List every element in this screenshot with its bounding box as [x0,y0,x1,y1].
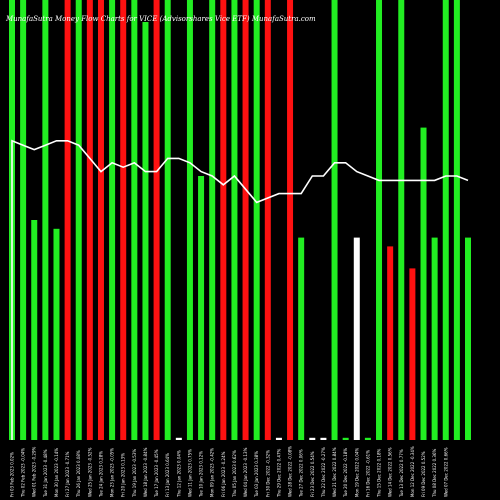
x-tick-label-25: Wed 28 Dec 2022 -0.08% [288,446,293,497]
x-tick-label-39: Wed 07 Dec 2022 0.66% [443,447,448,497]
x-tick-label-28: Thu 22 Dec 2022 -0.27% [321,447,326,498]
x-tick-label-24: Thu 29 Dec 2022 0.47% [276,448,281,498]
chart-title: MunafaSutra Money Flow Charts for VICE (… [5,15,316,23]
x-tick-label-33: Thu 15 Dec 2022 0.18% [377,448,382,498]
bar-31 [353,237,360,440]
bar-39 [442,0,449,440]
bar-10 [120,0,127,440]
x-tick-label-38: Thu 08 Dec 2022 0.36% [432,448,437,498]
bar-6 [75,0,82,440]
bar-34 [387,246,394,440]
bar-28 [320,437,327,440]
x-tick-label-15: Thu 12 Jan 2023 0.04% [176,450,181,498]
bar-25 [287,0,294,440]
x-tick-label-27: Fri 23 Dec 2022 0.54% [310,451,315,497]
bar-11 [131,0,138,440]
bar-40 [453,0,460,440]
x-tick-label-23: Fri 30 Dec 2022 -0.32% [265,450,270,497]
bar-20 [231,0,238,440]
x-tick-label-9: Mon 23 Jan 2023 -0.05% [110,448,115,497]
bar-9 [109,0,116,440]
x-tick-label-5: Fri 27 Jan 2023 -0.71% [65,451,70,497]
bar-8 [97,0,104,440]
bar-3 [42,0,49,440]
bar-17 [198,176,205,440]
bar-7 [86,0,93,440]
bar-33 [376,0,383,440]
bar-14 [164,0,171,440]
bar-21 [242,0,249,440]
x-tick-label-6: Thu 26 Jan 2023 0.08% [76,450,81,498]
bar-37 [420,127,427,440]
x-tick-label-26: Tue 27 Dec 2022 0.06% [299,449,304,498]
bar-23 [264,0,271,440]
x-tick-label-31: Mon 19 Dec 2022 0.04% [354,448,359,497]
x-axis-tick-labels: Fri 03 Feb 2023 0.02% Thu 02 Feb 2023 -0.… [10,446,449,498]
x-tick-label-35: Tue 13 Dec 2022 0.77% [399,449,404,498]
x-tick-label-19: Fri 06 Jan 2023 -0.24% [221,451,226,497]
bar-30 [342,437,349,440]
bar-22 [253,0,260,440]
x-tick-label-0: Fri 03 Feb 2023 0.02% [10,452,15,497]
bar-19 [220,0,227,440]
x-tick-label-34: Wed 14 Dec 2022 0.56% [388,447,393,497]
bar-12 [142,22,149,440]
price-line [11,139,469,440]
x-tick-label-10: Fri 20 Jan 2023 0.13% [121,453,126,497]
bar-2 [31,220,38,440]
x-tick-label-29: Wed 21 Dec 2022 0.84% [332,447,337,497]
x-tick-label-7: Wed 25 Jan 2023 -0.52% [87,447,92,497]
x-tick-label-32: Fri 16 Dec 2022 -0.61% [365,450,370,497]
bar-32 [364,437,371,440]
x-tick-label-18: Mon 09 Jan 2023 -0.42% [210,448,215,497]
bar-27 [309,437,316,440]
x-tick-label-12: Wed 18 Jan 2023 -0.84% [143,447,148,497]
x-tick-label-36: Mon 12 Dec 2022 -0.34% [410,446,415,497]
x-tick-label-2: Wed 01 Feb 2023 -0.29% [32,446,37,497]
bar-18 [209,0,216,440]
x-tick-label-20: Thu 05 Jan 2023 0.62% [232,450,237,498]
bar-41 [465,237,471,440]
x-tick-label-22: Tue 03 Jan 2023 0.38% [254,451,259,498]
x-tick-label-21: Wed 04 Jan 2023 -0.13% [243,447,248,497]
x-tick-label-4: Mon 30 Jan 2023 -0.14% [54,448,59,497]
x-tick-label-8: Tue 24 Jan 2023 0.28% [98,451,103,498]
bar-13 [153,0,160,440]
bar-series [9,0,471,440]
bar-15 [175,437,182,440]
x-tick-label-14: Fri 13 Jan 2023 0.64% [165,453,170,497]
bar-36 [409,268,416,440]
x-tick-label-30: Tue 20 Dec 2022 -0.18% [343,448,348,498]
x-tick-label-17: Tue 10 Jan 2023 0.12% [199,451,204,498]
x-tick-label-16: Wed 11 Jan 2023 0.75% [187,449,192,497]
bar-29 [331,0,338,440]
bar-26 [298,237,305,440]
bar-38 [431,237,438,440]
x-tick-label-3: Tue 31 Jan 2023 -0.48% [43,449,48,498]
x-tick-label-11: Thu 19 Jan 2023 -0.53% [132,449,137,498]
bar-16 [186,0,193,440]
bar-5 [64,0,71,440]
x-tick-label-13: Tue 17 Jan 2023 -0.45% [154,449,159,498]
bar-1 [20,0,27,440]
bar-35 [398,0,405,440]
x-tick-label-37: Fri 09 Dec 2022 0.52% [421,451,426,497]
x-tick-label-1: Thu 02 Feb 2023 -0.04% [21,448,26,498]
bar-24 [275,437,282,440]
bar-4 [53,228,60,440]
